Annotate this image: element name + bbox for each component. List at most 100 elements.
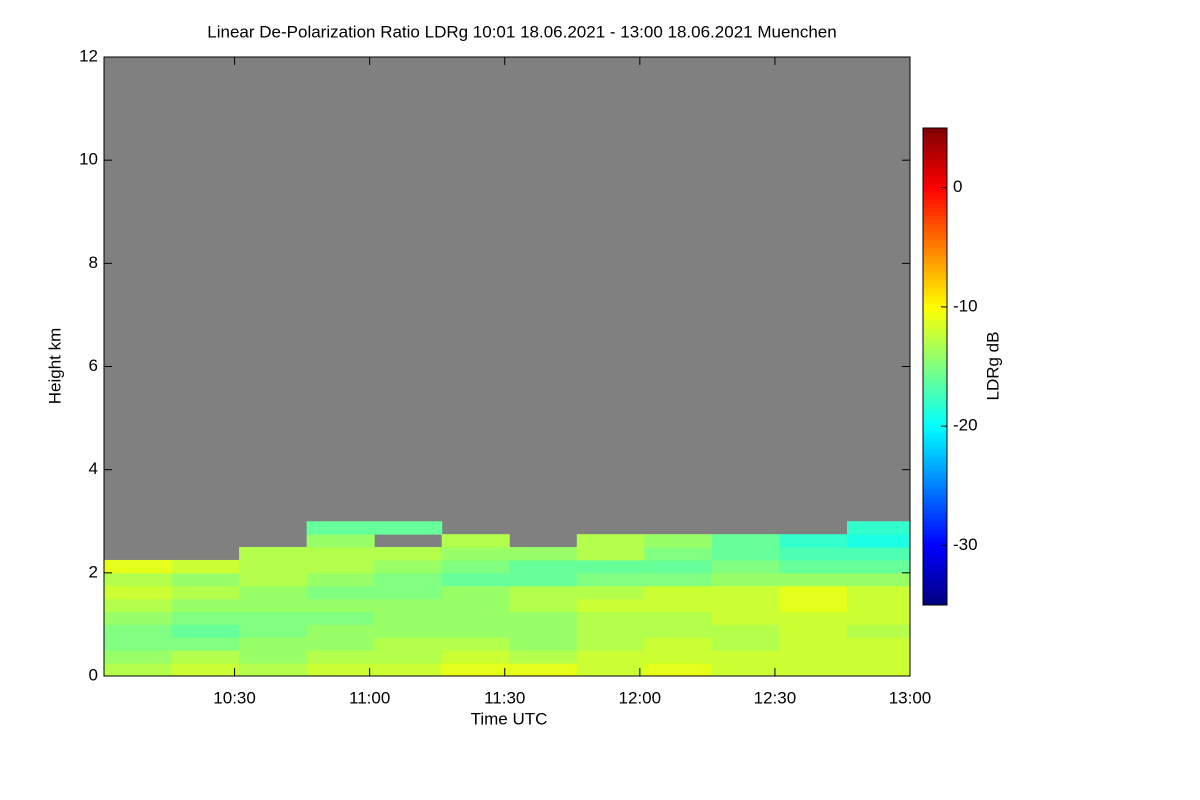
heatmap-cell [104,650,173,664]
heatmap-cell [779,637,848,651]
heatmap-cell [509,663,578,677]
heatmap-cell [306,650,375,664]
colorbar-swatch [923,509,947,515]
colorbar-swatch [923,593,947,598]
colorbar-swatch [923,597,947,602]
colorbar-swatch [923,259,947,264]
heatmap-cell [239,572,308,587]
colorbar-swatch [923,139,947,145]
heatmap-cell [306,611,375,625]
heatmap-cell [846,624,911,638]
heatmap-cell [779,650,848,664]
colorbar-swatch [923,362,947,367]
colorbar-swatch [923,231,947,236]
heatmap-cell [104,559,173,574]
heatmap-cell [846,598,911,613]
colorbar-swatch [923,354,947,360]
colorbar-swatch [923,402,947,407]
colorbar-swatch [923,267,947,272]
x-tick-label: 11:30 [484,688,525,707]
colorbar-swatch [923,370,947,375]
heatmap-cell [171,624,240,638]
colorbar-swatch [923,243,947,248]
heatmap-cell [239,547,308,561]
heatmap-cell [239,598,308,613]
heatmap-cell [576,624,645,638]
heatmap-cell [374,585,443,600]
colorbar-swatch [923,251,947,256]
colorbar-tick-label: -10 [953,296,978,315]
colorbar-swatch [923,561,947,566]
heatmap-cell [171,559,240,574]
heatmap-cell [374,572,443,587]
heatmap-cell [576,572,645,587]
colorbar-swatch [923,163,947,169]
heatmap-cell [779,611,848,625]
heatmap-cell [104,572,173,587]
heatmap-cell [104,611,173,625]
colorbar-swatch [923,279,947,284]
heatmap-cell [374,663,443,677]
colorbar-swatch [923,549,947,554]
colorbar-swatch [923,517,947,523]
heatmap-cell [576,547,645,561]
heatmap-cell [306,598,375,613]
x-tick-label: 11:00 [349,688,390,707]
colorbar-swatch [923,167,947,173]
heatmap-cell [644,611,713,625]
y-tick-label: 10 [79,150,98,169]
heatmap-cell [644,598,713,613]
colorbar-swatch [923,131,947,137]
colorbar-swatch [923,358,947,364]
colorbar-swatch [923,442,947,447]
colorbar-swatch [923,557,947,562]
colorbar-swatch [923,461,947,467]
colorbar-tick-label: -30 [953,535,978,554]
heatmap-cell [644,650,713,664]
colorbar-swatch [923,215,947,220]
colorbar-swatch [923,473,947,479]
colorbar-swatch [923,537,947,542]
colorbar-swatch [923,394,947,399]
colorbar-swatch [923,553,947,558]
colorbar-swatch [923,334,947,340]
colorbar-swatch [923,366,947,371]
colorbar-swatch [923,239,947,244]
colorbar-swatch [923,525,947,530]
y-tick-label: 2 [89,562,98,581]
heatmap-cell [104,624,173,638]
y-tick-label: 8 [89,253,98,272]
colorbar-swatch [923,147,947,153]
colorbar-swatch [923,513,947,519]
colorbar-swatch [923,330,947,336]
colorbar-swatch [923,406,947,411]
heatmap-cell [711,559,780,574]
colorbar-swatch [923,577,947,582]
colorbar-swatch [923,410,947,415]
colorbar-swatch [923,481,947,487]
heatmap-cell [171,637,240,651]
heatmap-cell [306,663,375,677]
y-tick-label: 6 [89,356,98,375]
colorbar-swatch [923,310,947,316]
heatmap-cell [441,637,510,651]
colorbar-swatch [923,171,947,177]
colorbar-swatch [923,374,947,379]
colorbar-swatch [923,453,947,459]
heatmap-cell [711,650,780,664]
heatmap-cell [846,559,911,574]
heatmap-cell [239,663,308,677]
colorbar-frame [922,127,948,606]
colorbar-swatch [923,223,947,228]
heatmap-cell [644,572,713,587]
colorbar-swatch [923,521,947,526]
y-axis-label: Height km [45,328,64,405]
colorbar-swatch [923,191,947,197]
heatmap-cell [239,585,308,600]
heatmap-cell [374,598,443,613]
heatmap-cell [306,637,375,651]
heatmap-cell [306,534,375,548]
colorbar-swatch [923,541,947,546]
x-tick-label: 12:00 [619,688,662,707]
heatmap-cell [509,585,578,600]
